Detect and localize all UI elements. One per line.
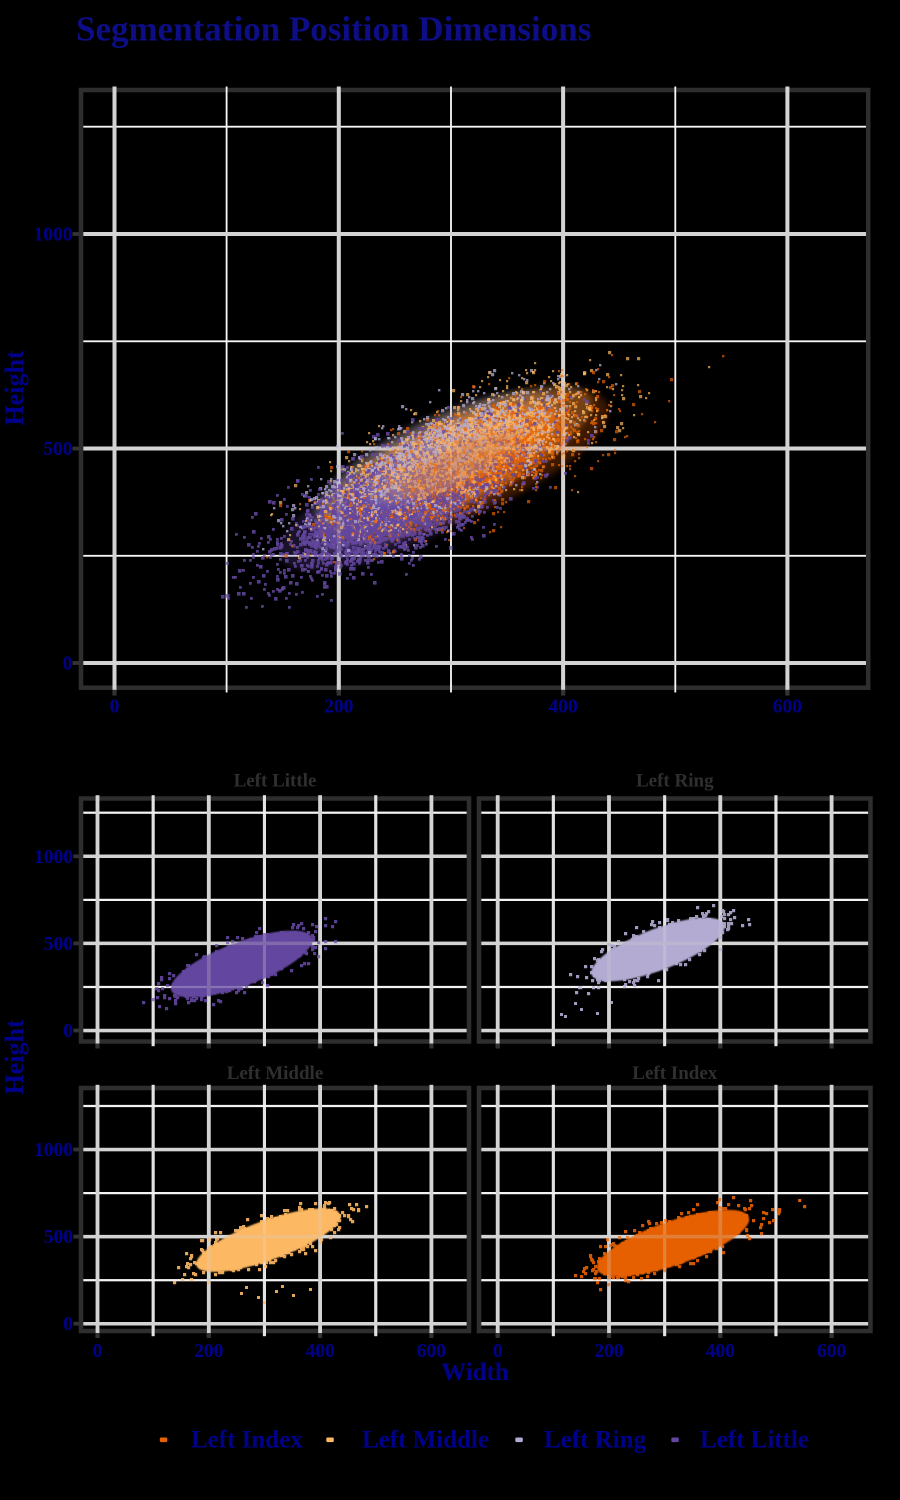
svg-text:600: 600 (417, 1341, 446, 1362)
svg-text:Left Little: Left Little (700, 1427, 809, 1454)
svg-text:0: 0 (93, 1341, 103, 1362)
svg-text:500: 500 (44, 1227, 73, 1248)
svg-text:500: 500 (44, 934, 73, 955)
svg-text:0: 0 (63, 654, 73, 675)
svg-text:400: 400 (706, 1341, 735, 1362)
svg-text:200: 200 (194, 1341, 223, 1362)
svg-text:Left Ring: Left Ring (636, 771, 714, 792)
svg-text:200: 200 (324, 697, 353, 718)
svg-text:Segmentation Position Dimensio: Segmentation Position Dimensions (76, 10, 591, 49)
svg-text:200: 200 (594, 1341, 623, 1362)
svg-text:0: 0 (110, 697, 120, 718)
svg-text:0: 0 (493, 1341, 503, 1362)
svg-text:Width: Width (441, 1359, 509, 1386)
svg-text:600: 600 (817, 1341, 846, 1362)
svg-text:600: 600 (773, 697, 802, 718)
svg-text:Height: Height (0, 1019, 29, 1094)
svg-text:1000: 1000 (34, 847, 73, 868)
svg-text:Left Ring: Left Ring (544, 1427, 647, 1454)
svg-text:500: 500 (43, 439, 72, 460)
svg-text:400: 400 (305, 1341, 334, 1362)
svg-text:Left Index: Left Index (191, 1427, 303, 1454)
svg-text:1000: 1000 (34, 225, 73, 246)
svg-text:1000: 1000 (34, 1140, 73, 1161)
svg-text:Left Little: Left Little (234, 771, 317, 792)
svg-text:0: 0 (63, 1021, 73, 1042)
svg-text:Left Index: Left Index (632, 1063, 717, 1084)
svg-text:Height: Height (0, 350, 29, 425)
svg-text:0: 0 (63, 1314, 73, 1335)
svg-text:Left Middle: Left Middle (362, 1427, 489, 1454)
svg-text:400: 400 (548, 697, 577, 718)
svg-text:Left Middle: Left Middle (227, 1063, 324, 1084)
